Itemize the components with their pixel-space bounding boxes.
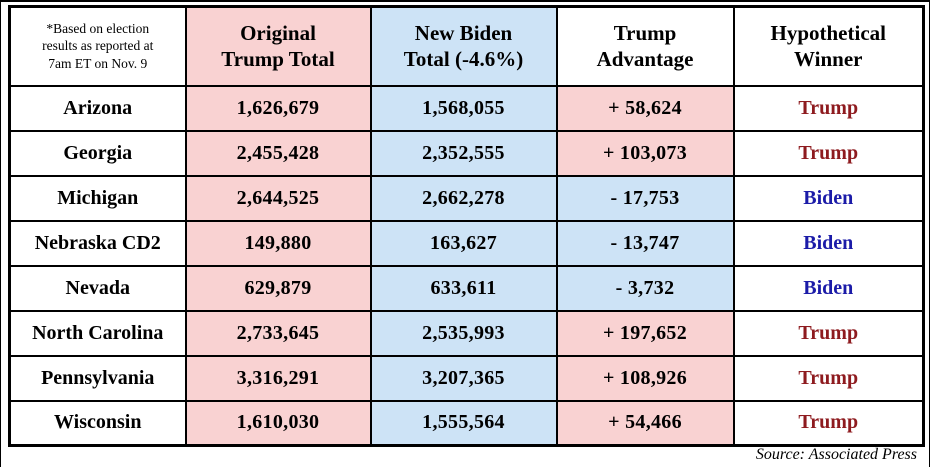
original-trump-total-value: 3,316,291 <box>184 354 372 402</box>
trump-advantage-value: + 108,926 <box>555 354 735 402</box>
trump-advantage-value: - 17,753 <box>555 174 735 222</box>
original-trump-total-value: 2,455,428 <box>184 129 372 177</box>
state-name: North Carolina <box>8 309 187 357</box>
source-attribution: Source: Associated Press <box>755 446 917 463</box>
state-name: Nevada <box>8 264 187 312</box>
trump-advantage-value: + 54,466 <box>555 399 735 447</box>
new-biden-total-value: 2,662,278 <box>369 174 558 222</box>
table-row: Arizona 1,626,679 1,568,055 + 58,624 Tru… <box>8 84 925 132</box>
hypothetical-winner-value: Trump <box>732 354 925 402</box>
trump-advantage-value: - 3,732 <box>555 264 735 312</box>
hypothetical-winner-value: Trump <box>732 129 925 177</box>
original-trump-total-value: 1,626,679 <box>184 84 372 132</box>
trump-advantage-value: + 103,073 <box>555 129 735 177</box>
table-row: North Carolina 2,733,645 2,535,993 + 197… <box>8 309 925 357</box>
column-header-trump-advantage: Trump Advantage <box>555 5 735 87</box>
original-trump-total-value: 149,880 <box>184 219 372 267</box>
original-trump-total-value: 2,733,645 <box>184 309 372 357</box>
column-header-original-trump-total: Original Trump Total <box>184 5 372 87</box>
hypothetical-winner-value: Biden <box>732 219 925 267</box>
table-row: Wisconsin 1,610,030 1,555,564 + 54,466 T… <box>8 399 925 447</box>
state-name: Nebraska CD2 <box>8 219 187 267</box>
hypothetical-winner-value: Trump <box>732 399 925 447</box>
new-biden-total-value: 3,207,365 <box>369 354 558 402</box>
new-biden-total-value: 1,555,564 <box>369 399 558 447</box>
state-name: Arizona <box>8 84 187 132</box>
original-trump-total-value: 1,610,030 <box>184 399 372 447</box>
trump-advantage-value: + 58,624 <box>555 84 735 132</box>
trump-advantage-value: + 197,652 <box>555 309 735 357</box>
table-row: Michigan 2,644,525 2,662,278 - 17,753 Bi… <box>8 174 925 222</box>
hypothetical-winner-value: Trump <box>732 309 925 357</box>
hypothetical-winner-value: Trump <box>732 84 925 132</box>
hypothetical-winner-value: Biden <box>732 174 925 222</box>
election-results-table: *Based on election results as reported a… <box>8 5 925 447</box>
state-name: Pennsylvania <box>8 354 187 402</box>
original-trump-total-value: 2,644,525 <box>184 174 372 222</box>
new-biden-total-value: 2,352,555 <box>369 129 558 177</box>
new-biden-total-value: 633,611 <box>369 264 558 312</box>
table-row: Pennsylvania 3,316,291 3,207,365 + 108,9… <box>8 354 925 402</box>
column-header-new-biden-total: New Biden Total (-4.6%) <box>369 5 558 87</box>
table-row: Nevada 629,879 633,611 - 3,732 Biden <box>8 264 925 312</box>
original-trump-total-value: 629,879 <box>184 264 372 312</box>
table-note: *Based on election results as reported a… <box>8 5 187 87</box>
state-name: Georgia <box>8 129 187 177</box>
new-biden-total-value: 2,535,993 <box>369 309 558 357</box>
state-name: Michigan <box>8 174 187 222</box>
table-header-row: *Based on election results as reported a… <box>8 5 925 87</box>
new-biden-total-value: 163,627 <box>369 219 558 267</box>
new-biden-total-value: 1,568,055 <box>369 84 558 132</box>
column-header-hypothetical-winner: Hypothetical Winner <box>732 5 925 87</box>
hypothetical-winner-value: Biden <box>732 264 925 312</box>
table-row: Nebraska CD2 149,880 163,627 - 13,747 Bi… <box>8 219 925 267</box>
trump-advantage-value: - 13,747 <box>555 219 735 267</box>
table-row: Georgia 2,455,428 2,352,555 + 103,073 Tr… <box>8 129 925 177</box>
state-name: Wisconsin <box>8 399 187 447</box>
